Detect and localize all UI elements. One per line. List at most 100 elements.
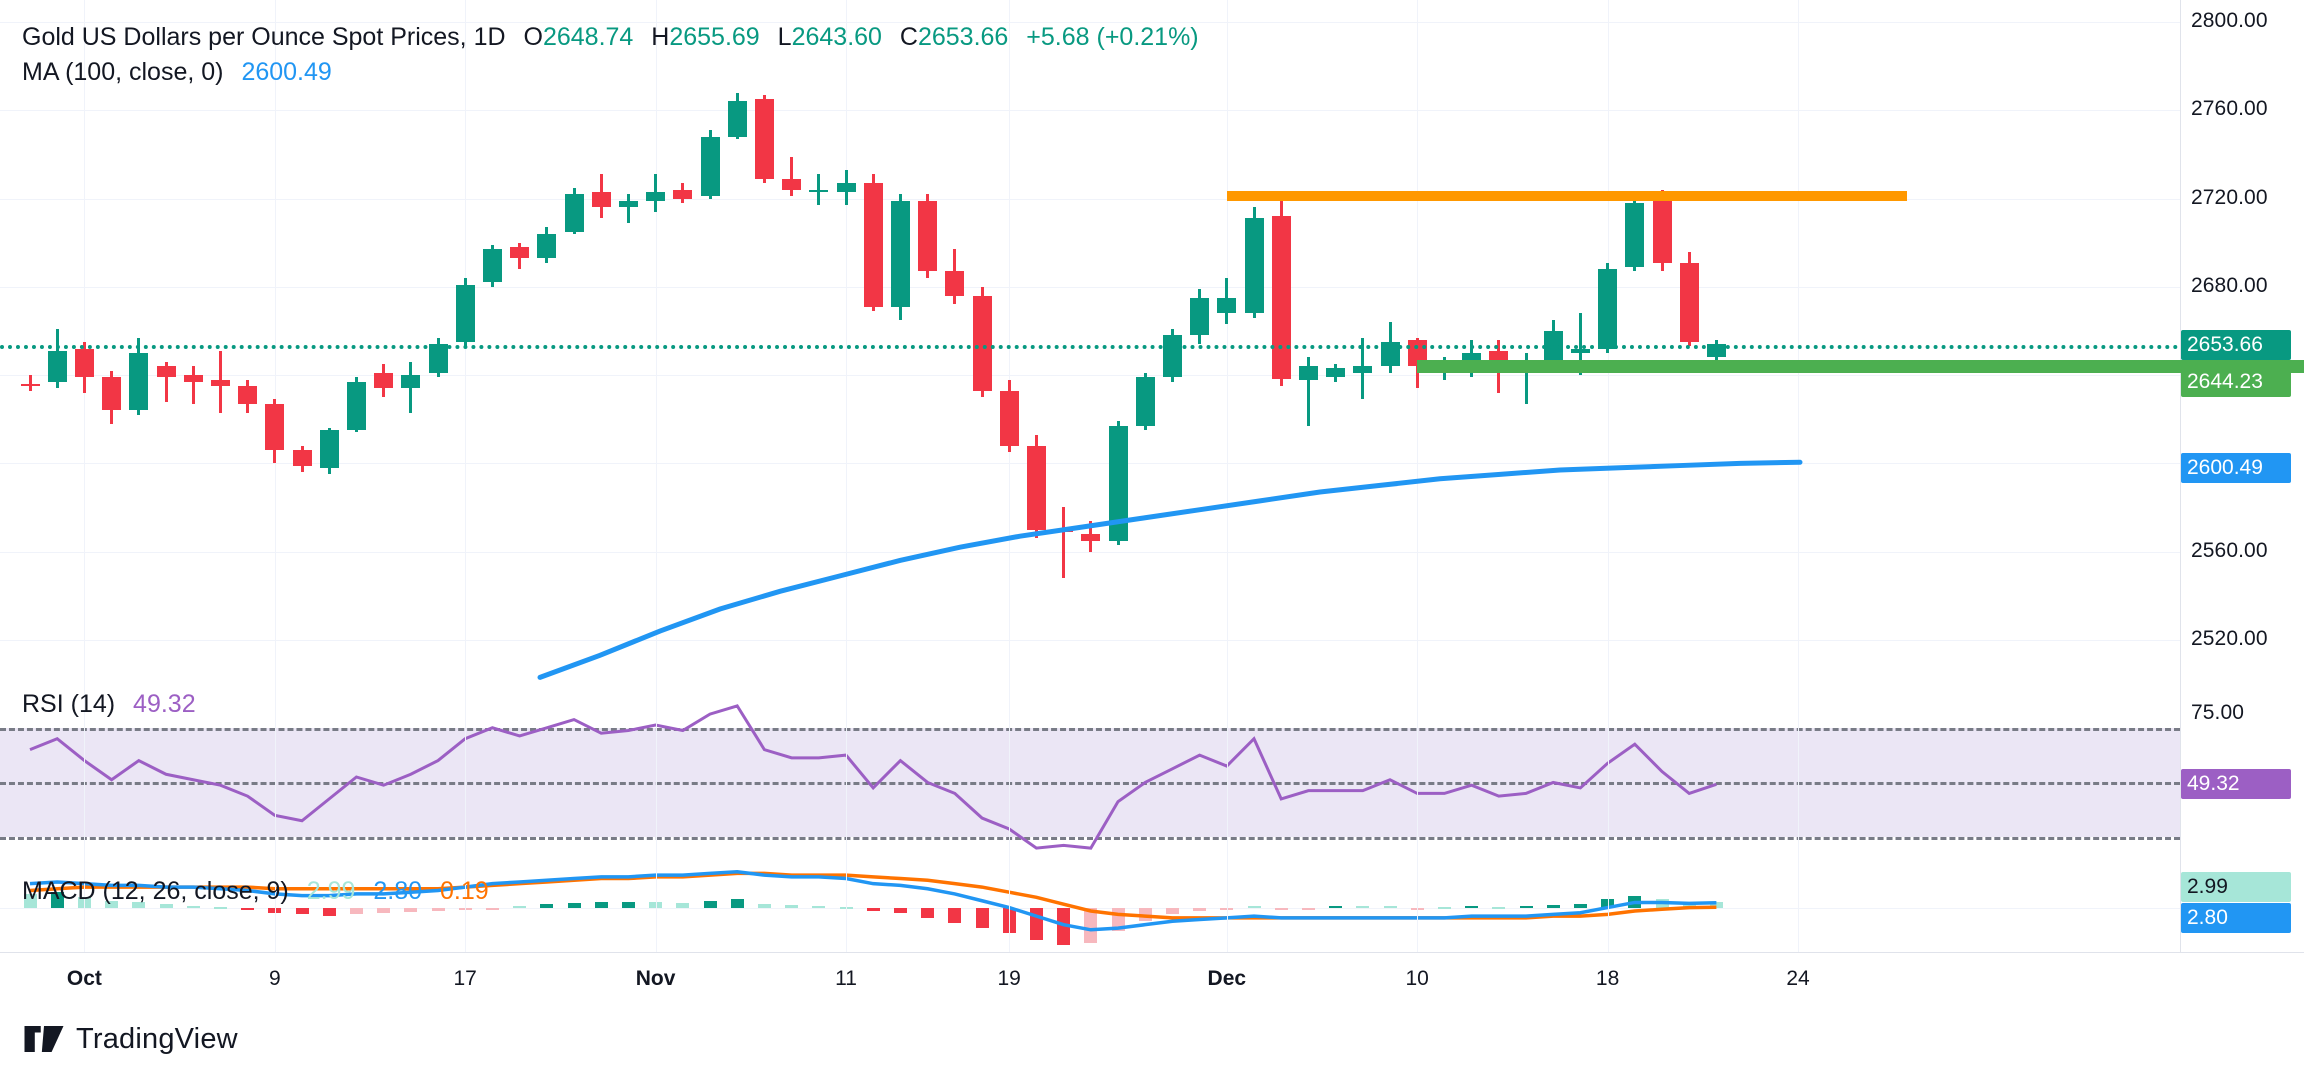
candle-body <box>809 189 829 193</box>
time-tick-17: 17 <box>453 967 477 990</box>
candle-wick <box>164 361 168 402</box>
macd-hist-bar <box>1247 905 1261 908</box>
resistance-zone-box[interactable] <box>1226 190 1907 201</box>
macd-hist-bar <box>567 903 581 908</box>
macd-hist-bar <box>893 907 907 913</box>
candle-body <box>74 348 94 378</box>
rsi-pane[interactable] <box>0 684 2180 870</box>
candle-body <box>673 189 693 199</box>
macd-hist-bar <box>1519 905 1533 908</box>
gridline-v <box>1417 870 1419 952</box>
candle-body <box>646 191 666 201</box>
macd-lines <box>29 869 1717 932</box>
macd-hist-bar <box>132 902 146 908</box>
gridline-v <box>1009 0 1011 684</box>
candle-body <box>1190 297 1210 336</box>
candle-body <box>918 200 938 272</box>
support-level-line[interactable] <box>1417 359 2304 373</box>
macd-hist-bar <box>322 907 336 917</box>
macd-hist-bar <box>1165 907 1179 915</box>
gridline-v <box>1798 684 1799 870</box>
price-tick-2800: 2800.00 <box>2191 9 2268 33</box>
macd-hist-bar <box>866 907 880 911</box>
gridline-v <box>846 870 847 952</box>
gridline-v <box>1607 684 1609 870</box>
candle-body <box>945 271 965 296</box>
time-scale[interactable]: Oct 9 17 Nov 11 19 Dec 10 18 24 <box>0 952 2304 1012</box>
gridline-h <box>0 22 2180 24</box>
macd-hist-bar <box>159 904 173 908</box>
macd-hist-bar <box>241 907 255 910</box>
gridline-v <box>1226 0 1228 684</box>
candle-body <box>1108 425 1128 541</box>
macd-hist-badge: 2.99 <box>2181 872 2291 902</box>
price-tick-2520: 2520.00 <box>2191 626 2268 650</box>
candle-body <box>754 99 774 179</box>
candle-wick <box>1062 507 1066 579</box>
candle-body <box>1081 533 1101 541</box>
time-tick-18: 18 <box>1595 967 1620 990</box>
candle-body <box>727 101 747 137</box>
macd-hist-bar <box>295 907 309 915</box>
candle-body <box>102 377 122 411</box>
gridline-h <box>0 463 2180 465</box>
candle-body <box>1625 202 1645 267</box>
macd-hist-bar <box>785 905 799 908</box>
price-scale[interactable]: 2800.00 2760.00 2720.00 2680.00 2560.00 2520.… <box>2180 0 2304 952</box>
candle-body <box>346 381 366 431</box>
price-tick-2560: 2560.00 <box>2191 538 2268 562</box>
macd-hist-bar <box>1193 907 1207 911</box>
gridline-h <box>0 639 2180 641</box>
gridline-v <box>1607 870 1609 952</box>
candle-wick <box>1524 353 1528 404</box>
candle-wick <box>28 375 32 391</box>
ma-price-badge: 2600.49 <box>2181 453 2291 484</box>
macd-hist-bar <box>621 901 635 908</box>
candle-body <box>1679 262 1699 342</box>
candle-body <box>265 403 285 451</box>
macd-hist-bar <box>975 907 989 929</box>
macd-hist-bar <box>213 906 227 909</box>
macd-hist-bar <box>730 899 744 908</box>
macd-hist-bar <box>594 902 608 908</box>
candle-wick <box>1306 357 1310 426</box>
gridline-v <box>1009 684 1011 870</box>
time-tick-24: 24 <box>1786 967 1810 990</box>
candle-body <box>156 366 176 378</box>
candle-body <box>292 450 312 466</box>
rsi-overbought-line <box>0 727 2180 731</box>
rsi-band-shading <box>0 727 2180 838</box>
candle-body <box>47 350 67 382</box>
candle-body <box>972 295 992 391</box>
macd-hist-bar <box>757 904 771 908</box>
macd-hist-bar <box>349 907 363 915</box>
gridline-v <box>274 0 276 684</box>
rsi-oversold-line <box>0 837 2180 841</box>
candle-body <box>1652 200 1672 263</box>
macd-hist-bar <box>377 907 391 913</box>
macd-hist-bar <box>676 903 690 908</box>
macd-pane[interactable] <box>0 869 2180 952</box>
candle-body <box>129 353 149 411</box>
gridline-v <box>1798 870 1799 952</box>
candle-body <box>374 372 394 389</box>
rsi-midline <box>0 782 2180 786</box>
candle-body <box>1570 348 1590 354</box>
candle-body <box>890 200 910 307</box>
gridline-v <box>1226 684 1228 870</box>
price-pane[interactable]: Gold US Dollars per Ounce Spot Prices, 1… <box>0 0 2304 684</box>
candle-wick <box>817 174 821 206</box>
candle-body <box>1217 297 1237 314</box>
macd-hist-bar <box>50 892 64 908</box>
time-tick-oct: Oct <box>66 967 102 990</box>
macd-hist-bar <box>431 907 445 911</box>
candle-body <box>1326 368 1346 378</box>
time-tick-dec: Dec <box>1207 967 1247 990</box>
candle-body <box>836 183 856 192</box>
tradingview-brand-text: TradingView <box>76 1022 238 1055</box>
macd-hist-bar <box>1383 905 1397 908</box>
candle-body <box>1135 377 1155 426</box>
candle-body <box>401 375 421 389</box>
gridline-h <box>0 551 2180 553</box>
macd-hist-bar <box>404 907 418 912</box>
